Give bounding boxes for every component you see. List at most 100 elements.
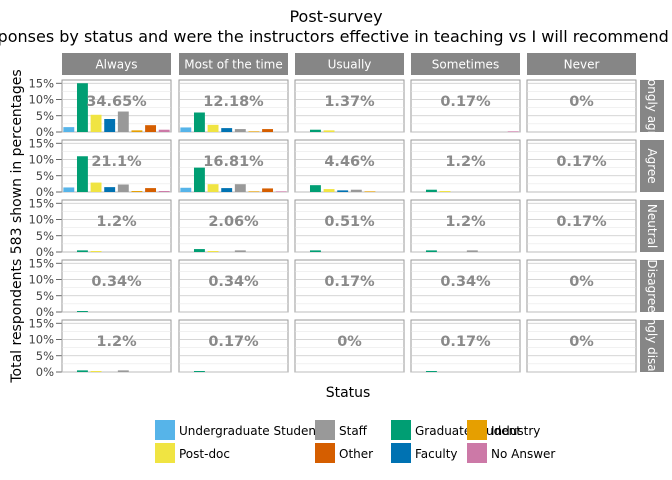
legend-swatch [391,443,411,463]
bar [76,250,88,252]
legend-label: No Answer [491,447,555,461]
y-tick-label: 15% [28,76,54,90]
panel-background [410,319,521,373]
panel-background [294,259,405,313]
row-strip-label-group: Strongly agree [645,80,659,132]
bar [131,130,143,132]
legend-swatch [467,443,487,463]
legend-swatch [391,420,411,440]
column-strip-label: Never [564,58,600,72]
bar [248,191,260,192]
column-strip [411,53,520,75]
bar [193,112,205,132]
bar [90,371,102,372]
row-strip [640,140,664,192]
y-axis-label: Total respondents 583 shown in percentag… [9,69,25,383]
legend: Undergraduate StudentPost-docStaffOtherG… [155,420,555,463]
panel-background [410,259,521,313]
x-axis-label: Status [326,385,371,401]
panel-total-label: 0% [337,334,362,350]
bar [76,311,88,312]
panel-total-label: 0.34% [91,274,142,290]
bar [262,129,274,132]
bar [90,251,102,252]
panel-background [61,259,172,313]
panel-total-label: 0.17% [440,334,491,350]
bar [364,191,376,192]
bar [145,125,157,132]
panel-total-label: 12.18% [203,94,264,110]
column-strip-label: Usually [328,58,372,72]
panel-total-label: 0.34% [208,274,259,290]
panel-total-label: 0% [569,274,594,290]
panel-background [178,319,289,373]
panel-background [410,139,521,193]
bar [262,188,274,192]
bar [158,191,170,192]
panel-background [294,319,405,373]
facet-grid: Always Most of the time Usually Sometimes Ne… [28,53,664,398]
bar [90,114,102,132]
y-tick-label: 0% [36,125,54,139]
y-tick-label: 5% [36,169,54,183]
y-tick-label: 0% [36,185,54,199]
panel-total-label: 0% [569,334,594,350]
y-tick-label: 5% [36,349,54,363]
legend-label: Staff [339,424,368,438]
bar [323,130,335,132]
y-tick-label: 10% [28,93,54,107]
bar [507,131,519,132]
legend-swatch [155,443,175,463]
column-strip [62,53,171,75]
panel-background [526,259,637,313]
bar [425,371,437,372]
bar [248,131,260,132]
panel-total-label: 0.17% [556,214,607,230]
legend-label: Industry [491,424,540,438]
panel-total-label: 1.2% [445,154,486,170]
column-strip-label: Sometimes [432,58,499,72]
bar [63,127,75,132]
row-strip [640,80,664,132]
bar [76,83,88,132]
panel-total-label: 1.2% [96,214,137,230]
chart-subtitle: Responses by status and were the instruc… [0,27,672,46]
panel-background [294,139,405,193]
y-tick-label: 15% [28,256,54,270]
panel-total-label: 0.17% [208,334,259,350]
bar [90,182,102,192]
bar [309,129,321,132]
y-tick-label: 0% [36,305,54,319]
y-tick-label: 15% [28,136,54,150]
panel-total-label: 21.1% [91,154,142,170]
panel-total-label: 4.46% [324,154,375,170]
legend-swatch [315,443,335,463]
row-strip-label: Strongly disagree [645,293,659,398]
panel-total-label: 2.06% [208,214,259,230]
legend-label: Undergraduate Student [179,424,321,438]
bar [193,167,205,192]
bar [207,124,219,132]
bar [76,156,88,192]
panel-background [61,319,172,373]
y-tick-label: 0% [36,365,54,379]
panel-total-label: 1.2% [96,334,137,350]
panel-total-label: 0% [569,94,594,110]
bar [425,250,437,252]
panel-background [294,79,405,133]
y-tick-label: 5% [36,289,54,303]
row-strip-label: Agree [645,148,659,183]
panel-background [526,319,637,373]
bar [104,119,116,132]
row-strip [640,260,664,312]
panel-background [178,199,289,253]
bar [63,187,75,192]
bar [323,189,335,192]
bar [76,370,88,372]
chart-title: Post-survey [289,7,382,26]
bar [439,191,451,192]
column-strip-label: Most of the time [184,58,282,72]
bar [221,128,233,132]
bar [145,188,157,192]
